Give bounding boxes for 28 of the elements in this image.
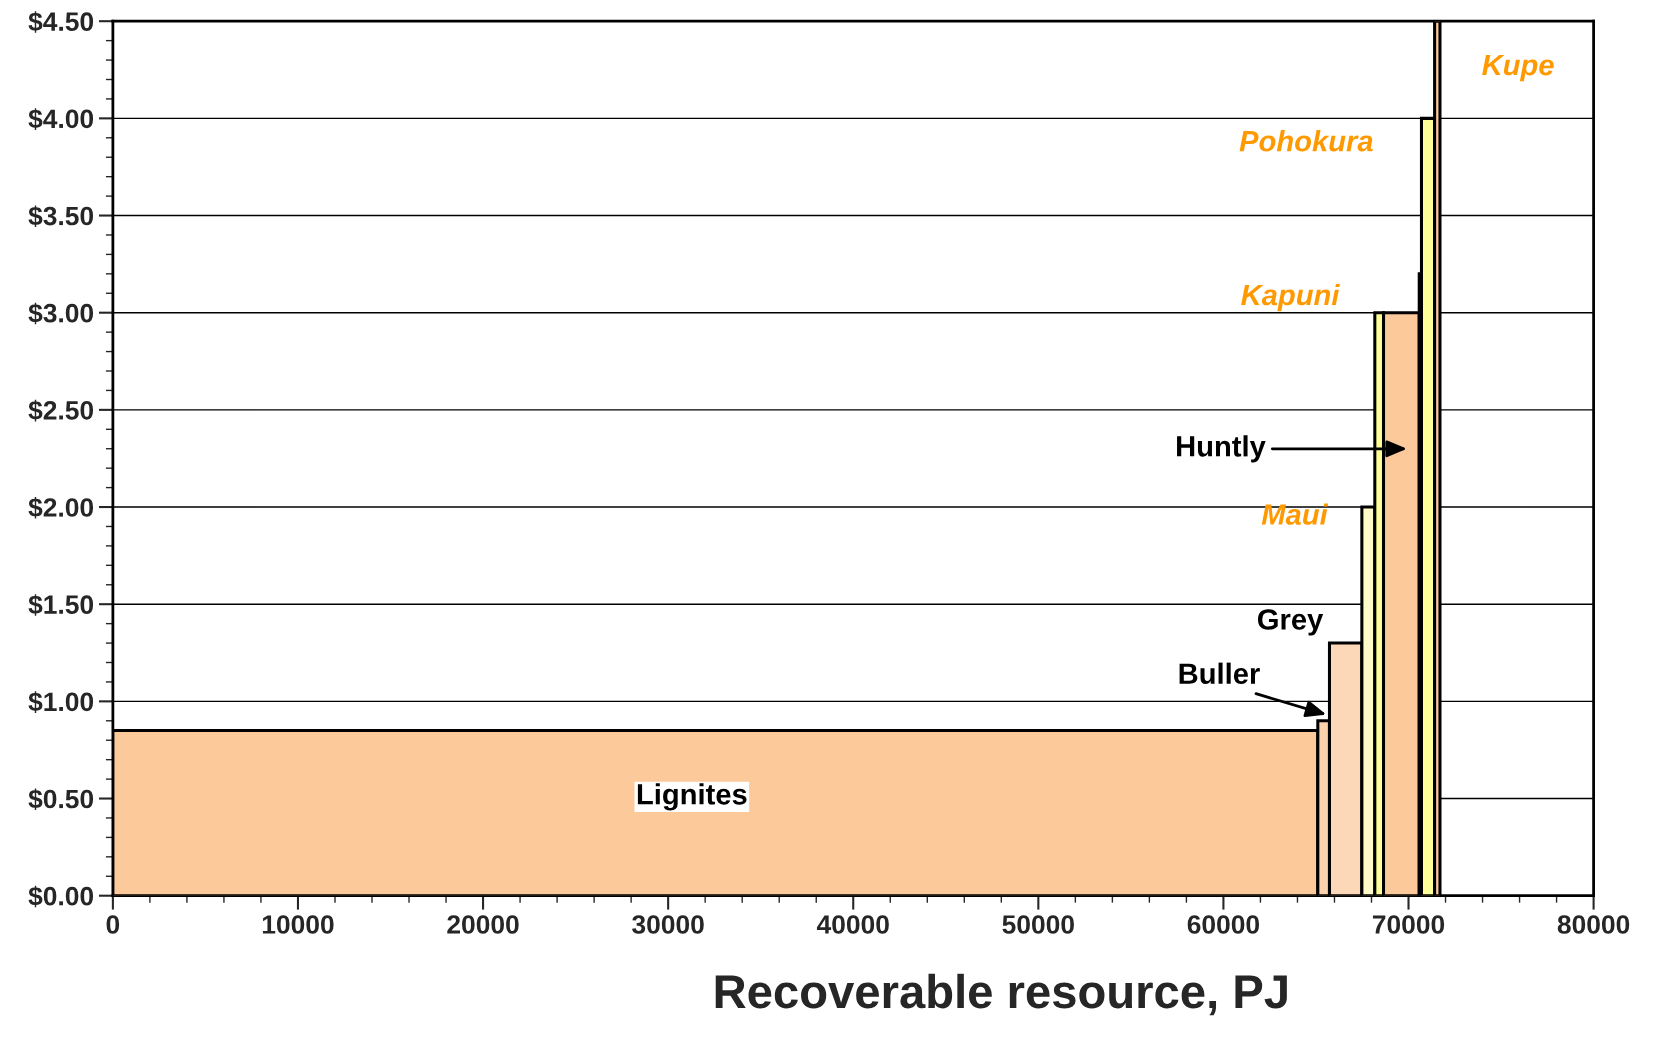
x-tick-label: 70000 (1372, 915, 1445, 934)
y-tick-label: $4.50 (28, 11, 94, 33)
annotation: Maui (1261, 503, 1329, 525)
x-tick-label: 50000 (1002, 915, 1074, 934)
y-tick-label: $4.00 (28, 108, 94, 130)
x-tick-label: 40000 (816, 915, 889, 934)
y-tick-label: $0.50 (28, 788, 94, 811)
x-tick-label: 80000 (1557, 915, 1630, 934)
annotation: Kapuni (1241, 283, 1340, 312)
annotation: Kupe (1482, 55, 1554, 82)
y-tick-label: $1.50 (28, 594, 94, 616)
x-tick-label: 60000 (1187, 915, 1260, 934)
y-tick-label: $2.50 (28, 399, 94, 422)
annotation: Pohokura (1239, 130, 1373, 152)
x-axis-title: Recoverable resource, PJ (715, 973, 1287, 1016)
annotation: Huntly (1177, 435, 1266, 463)
x-tick-label: 0 (106, 915, 120, 934)
x-tick-label: 20000 (447, 915, 519, 934)
annotation: Lignites (637, 783, 747, 811)
y-tick-label: $1.00 (28, 691, 94, 713)
y-tick-label: $0.00 (28, 885, 94, 908)
x-tick-label: 30000 (632, 915, 704, 934)
y-tick-label: $2.00 (28, 497, 94, 519)
y-tick-label: $3.00 (28, 302, 94, 325)
x-tick-label: 10000 (262, 915, 334, 934)
y-tick-label: $3.50 (28, 205, 94, 228)
annotation: Buller (1179, 662, 1260, 685)
annotation: Grey (1258, 609, 1324, 636)
